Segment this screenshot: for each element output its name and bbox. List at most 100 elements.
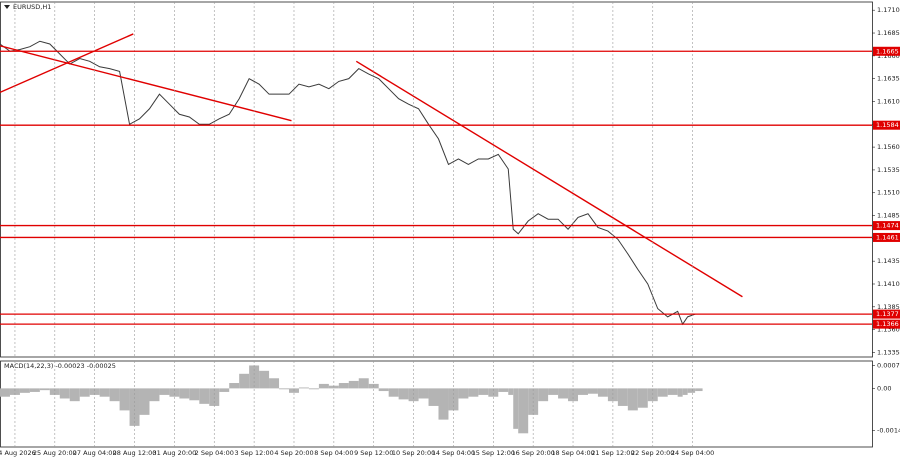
macd-bar [558,388,569,399]
level-label-box [873,221,900,231]
macd-bar [169,388,180,397]
y-tick-label: 1.1685 [877,29,900,37]
macd-panel [0,360,873,448]
macd-bar [617,388,628,406]
level-label-box [873,232,900,242]
price-panel [0,1,873,358]
trend-line [0,33,134,93]
y-tick-label: 1.1610 [877,97,900,105]
x-tick-label: 3 Sep 12:00 [234,449,273,457]
macd-bar [109,388,120,402]
macd-bar [0,388,10,397]
x-tick-label: 15 Sep 12:00 [472,449,515,457]
y-tick-label: 1.1385 [877,303,900,311]
macd-bar [149,388,160,402]
y-tick-label: 1.1485 [877,212,900,220]
macd-bar [682,388,688,395]
x-tick-label: 2 Sep 04:00 [195,449,234,457]
macd-bar [498,388,509,392]
macd-bar [388,388,399,397]
macd-bar [99,388,110,397]
macd-bar [159,388,170,395]
macd-bar [249,365,260,389]
macd-bar [179,388,190,399]
macd-bar [508,388,514,395]
macd-bar [398,388,409,400]
macd-bar [488,388,499,397]
x-tick-label: 8 Sep 04:00 [314,449,353,457]
y-tick-label: 1.1710 [877,6,900,14]
x-tick-label: 21 Sep 12:00 [591,449,634,457]
macd-bar [338,383,349,389]
plot-area [0,365,703,434]
macd-bar [189,388,200,401]
macd-bar [657,388,668,397]
menu-triangle[interactable] [4,5,10,9]
macd-bar [129,388,140,426]
macd-bar [348,380,359,389]
macd-bar [259,370,270,389]
macd-bar [448,388,459,411]
plot-area [0,33,743,326]
macd-bar [29,388,40,392]
y-tick-label: -0.00141 [877,426,900,434]
x-tick-label: 9 Sep 12:00 [354,449,393,457]
y-tick-label: 1.1635 [877,75,900,83]
macd-bar [9,388,20,395]
level-label-box [873,309,900,319]
macd-bar [49,388,60,395]
x-tick-label: 24 Sep 04:00 [671,449,714,457]
macd-bar [279,388,290,390]
y-tick-label: 1.1360 [877,326,900,334]
macd-bar [548,388,559,395]
macd-bar [59,388,70,399]
level-label-box [873,319,900,329]
level-label: 1.1665 [876,47,899,55]
y-tick-label: 1.1660 [877,52,900,60]
trend-line [0,45,292,122]
price-line [0,40,696,326]
y-tick-label: 1.1535 [877,166,900,174]
macd-bar [667,388,678,395]
macd-bar [308,388,319,390]
level-label-box [873,46,900,56]
x-tick-label: 22 Sep 20:00 [631,449,674,457]
macd-bar [89,388,100,395]
macd-bar [538,388,549,402]
macd-bar [587,388,598,394]
macd-bar [695,388,703,392]
macd-bar [627,388,638,411]
macd-bar [318,383,329,389]
macd-bar [269,378,280,389]
macd-bar [518,388,529,434]
x-tick-label: 28 Aug 12:00 [113,449,157,457]
x-tick-label: 18 Sep 04:00 [551,449,594,457]
macd-bar [418,388,429,399]
level-label-box [873,120,900,130]
macd-bar [79,388,90,397]
macd-bar [378,388,389,392]
macd-bar [199,388,210,404]
y-tick-label: 1.1510 [877,189,900,197]
y-tick-label: 1.1410 [877,280,900,288]
indicator-title: MACD(14,22,3) -0.00023 -0.00025 [4,362,116,370]
level-label: 1.1474 [876,222,899,230]
x-tick-label: 10 Sep 20:00 [392,449,435,457]
macd-bar [578,388,588,395]
macd-bar [239,373,250,389]
macd-bar [328,385,339,389]
macd-bar [428,388,439,406]
y-tick-label: 0.00077 [877,361,900,369]
macd-bar [119,388,130,411]
macd-bar [438,388,449,420]
level-label: 1.1461 [876,233,899,241]
macd-bar [677,388,683,397]
trend-line [355,60,743,298]
level-label: 1.1377 [876,310,899,318]
y-tick-label: 1.1335 [877,348,900,356]
x-tick-label: 14 Sep 04:00 [432,449,475,457]
macd-bar [478,388,489,395]
macd-bar [597,388,608,397]
level-label: 1.1584 [876,121,899,129]
